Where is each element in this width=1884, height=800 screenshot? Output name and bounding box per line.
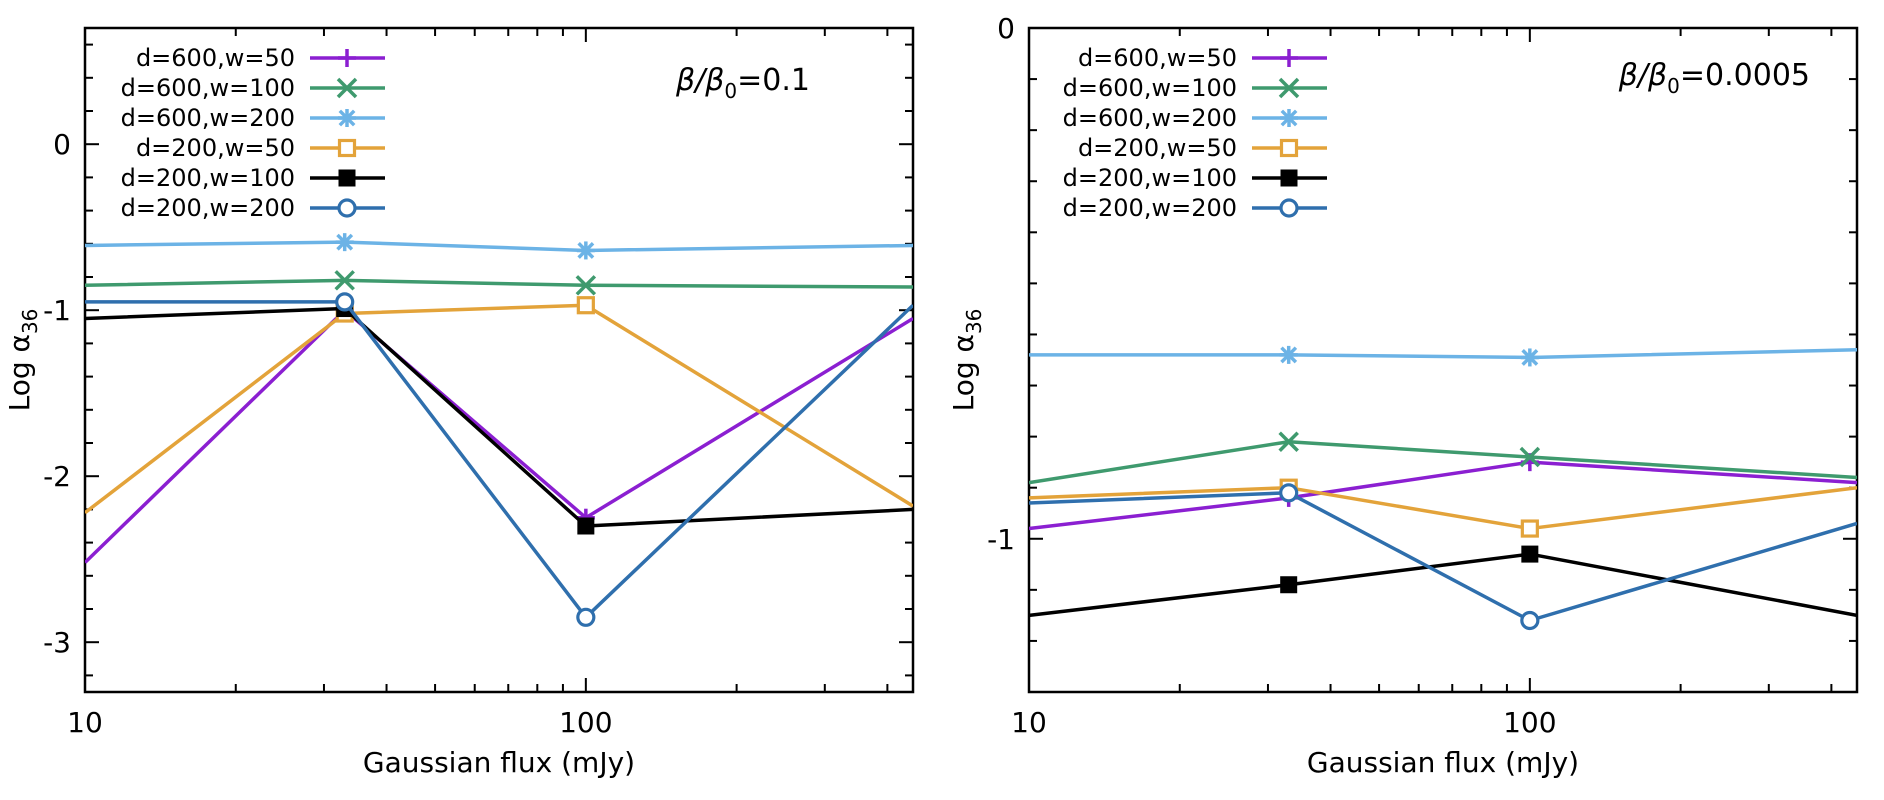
y-axis-title-sub: 36 <box>962 309 986 334</box>
data-point <box>1279 483 1299 503</box>
data-point <box>1521 349 1539 366</box>
y-axis-title-main: Log α <box>947 334 980 411</box>
left-panel: 0 -1 -2 -3 10 100 Gaussian flux (mJy) Log α36 β/… <box>3 26 915 779</box>
beta-annotation-prefix: β/β <box>1618 58 1667 93</box>
legend-label: d=200,w=100 <box>1063 164 1237 192</box>
y-axis-title-sub: 36 <box>18 309 42 334</box>
series-line <box>1029 491 1857 623</box>
legend-marker <box>1279 138 1299 158</box>
x-axis-title: Gaussian flux (mJy) <box>363 746 635 779</box>
y-tick-label: -3 <box>43 626 71 659</box>
data-point <box>336 233 354 251</box>
data-point <box>1521 545 1539 563</box>
legend-label: d=200,w=200 <box>121 194 295 222</box>
beta-annotation-value: =0.0005 <box>1680 58 1810 93</box>
legend-marker <box>1278 77 1300 99</box>
series-line <box>1029 439 1857 485</box>
data-point <box>1520 610 1540 631</box>
series-line <box>85 306 913 528</box>
legend-label: d=600,w=100 <box>1063 74 1237 102</box>
legend-label: d=200,w=200 <box>1063 194 1237 222</box>
data-point <box>576 296 595 315</box>
x-tick-label: 100 <box>559 706 612 739</box>
series-line <box>85 278 913 289</box>
legend-marker <box>1279 198 1299 218</box>
y-axis-title: Log α36 <box>947 309 986 412</box>
data-point <box>1280 576 1298 594</box>
beta-annotation-value: =0.1 <box>737 63 810 98</box>
beta-annotation: β/β0=0.1 <box>675 63 810 103</box>
series-line <box>85 240 913 253</box>
y-tick-label: -2 <box>43 460 71 493</box>
x-tick-label: 10 <box>67 706 103 739</box>
legend-marker <box>1280 169 1298 187</box>
y-tick-label: -1 <box>43 294 71 327</box>
data-point <box>577 517 595 535</box>
legend-label: d=600,w=200 <box>121 104 295 132</box>
beta-annotation-sub: 0 <box>1667 74 1680 98</box>
plot-frame <box>1027 26 1859 694</box>
beta-annotation-prefix: β/β <box>675 63 724 98</box>
beta-annotation: β/β0=0.0005 <box>1618 58 1810 98</box>
data-point <box>1519 446 1541 468</box>
data-point <box>1280 346 1298 364</box>
data-point <box>575 275 597 296</box>
legend-label: d=200,w=100 <box>121 164 295 192</box>
series-line <box>1029 460 1857 531</box>
series-line <box>1029 552 1857 618</box>
data-point <box>1278 431 1299 452</box>
x-axis-title: Gaussian flux (mJy) <box>1307 746 1579 779</box>
series-line <box>85 308 913 564</box>
legend-marker <box>337 138 357 158</box>
data-point <box>576 607 596 627</box>
data-point <box>1520 519 1539 538</box>
series-layer <box>85 233 913 627</box>
legend-label: d=200,w=50 <box>136 134 295 162</box>
plot-frame <box>83 26 915 694</box>
legend-marker <box>1280 109 1298 127</box>
y-axis-title-group: Log α36 <box>3 309 42 412</box>
legend-label: d=200,w=50 <box>1078 134 1237 162</box>
y-tick-label: -1 <box>987 523 1015 556</box>
y-axis-title: Log α36 <box>3 309 42 412</box>
legend-label: d=600,w=100 <box>121 74 295 102</box>
legend-marker <box>338 169 356 187</box>
data-point <box>577 242 595 259</box>
data-point <box>335 292 355 312</box>
series-line <box>85 303 913 515</box>
series-line <box>1029 348 1857 360</box>
series-line <box>1029 485 1857 531</box>
data-point <box>334 270 355 291</box>
legend-label: d=600,w=50 <box>1078 44 1237 72</box>
x-tick-label: 100 <box>1503 706 1556 739</box>
x-tick-label: 10 <box>1011 706 1047 739</box>
y-axis-title-main: Log α <box>3 334 36 411</box>
y-tick-label: 0 <box>53 128 71 161</box>
beta-annotation-sub: 0 <box>724 79 737 103</box>
series-layer <box>1029 345 1857 631</box>
legend-marker <box>337 198 357 218</box>
legend-label: d=600,w=200 <box>1063 104 1237 132</box>
series-line <box>85 300 913 620</box>
legend-marker <box>338 109 356 127</box>
legend-marker <box>336 77 358 99</box>
y-axis-title-group: Log α36 <box>947 309 986 412</box>
y-tick-label: 0 <box>997 12 1015 45</box>
legend-label: d=600,w=50 <box>136 44 295 72</box>
